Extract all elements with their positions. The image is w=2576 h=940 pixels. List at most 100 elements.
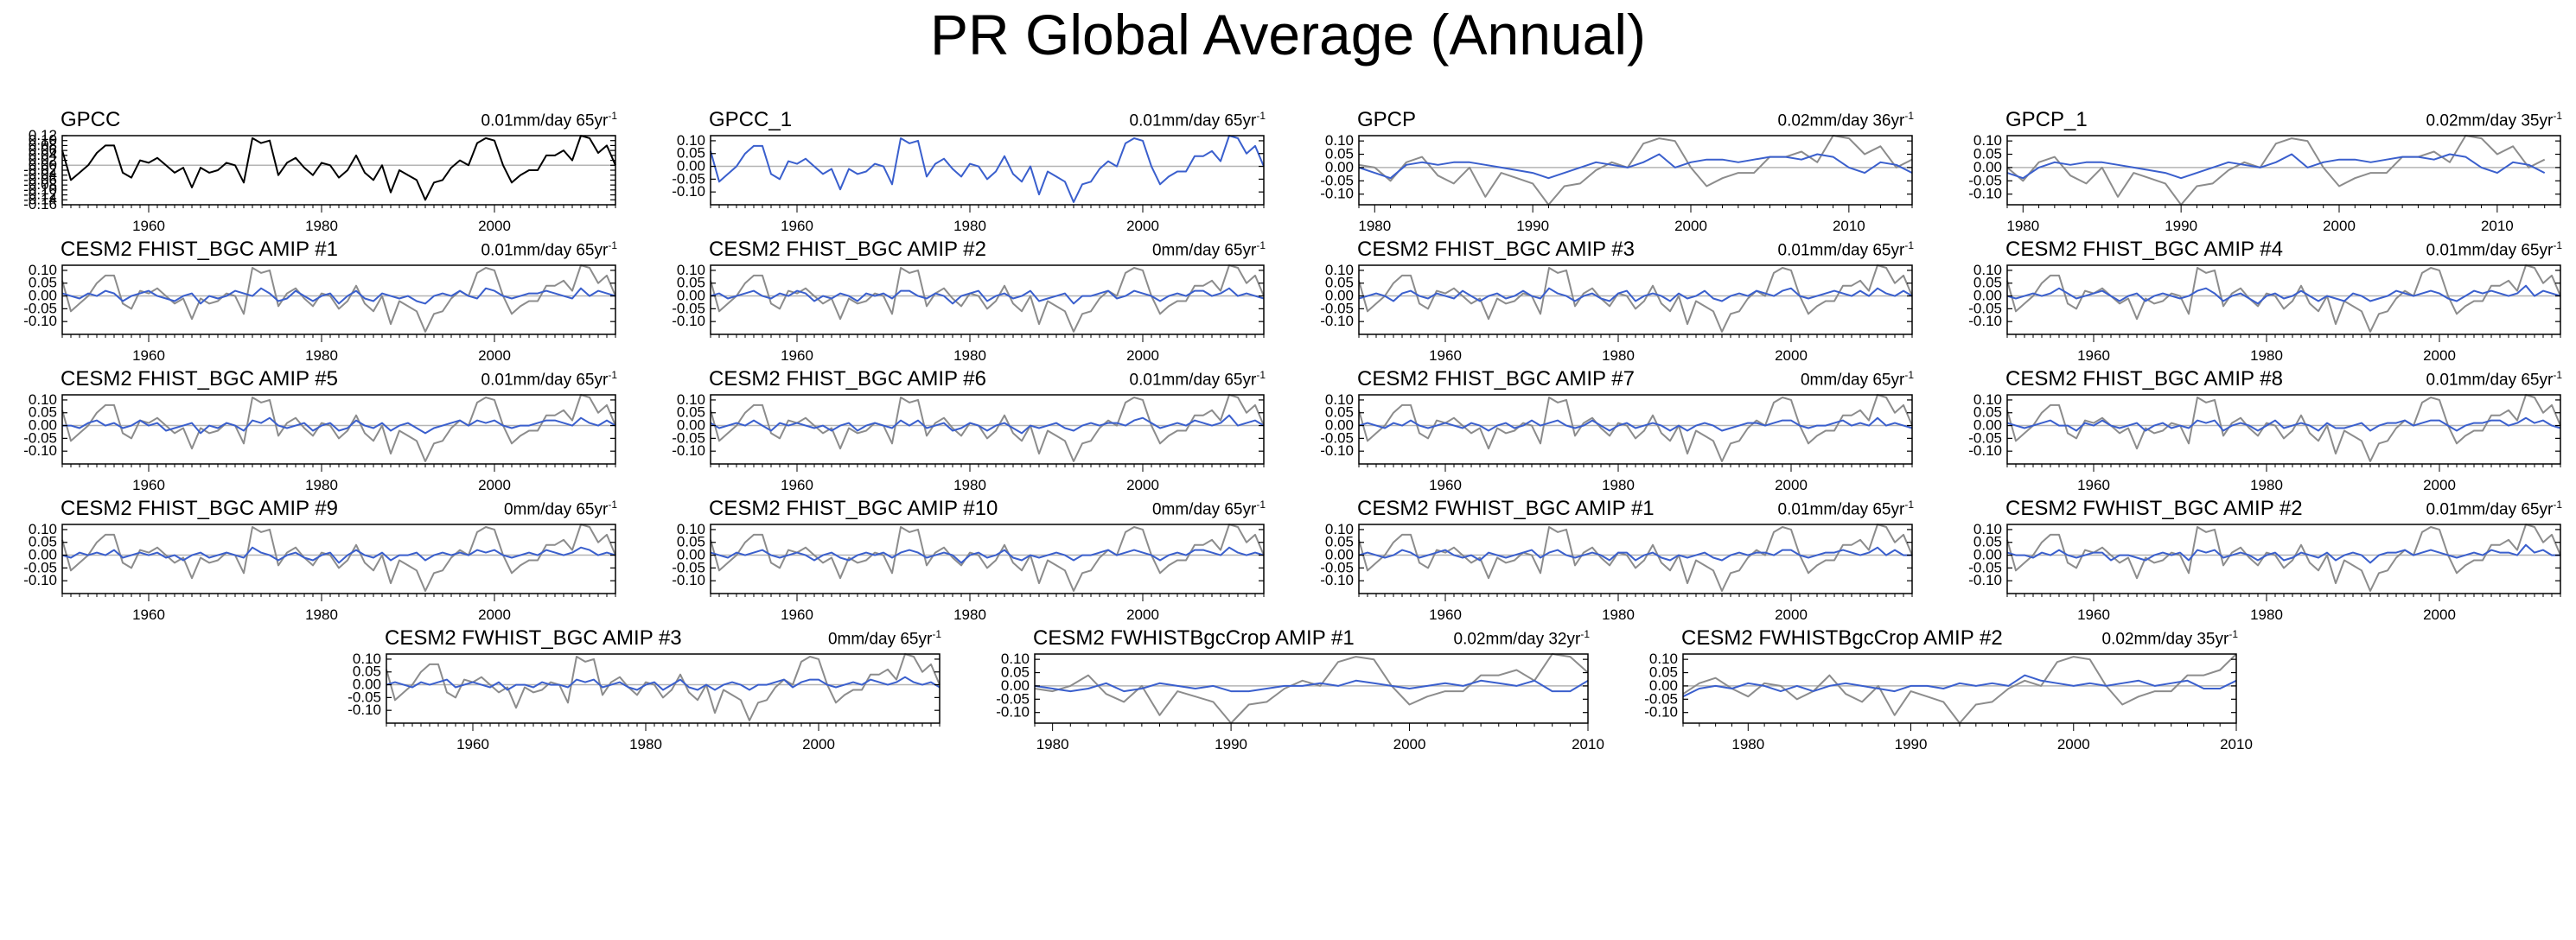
series-line-reference: [2006, 135, 2546, 206]
x-tick-label: 2000: [478, 218, 511, 234]
trend-exponent: -1: [2553, 110, 2562, 122]
series-line-model: [1358, 287, 1913, 302]
y-tick-label: 0.10: [1325, 521, 1354, 537]
y-tick-label: -0.10: [1968, 186, 2002, 202]
y-tick-label: 0.10: [1973, 132, 2002, 149]
chart-svg: 0.100.050.00-0.05-0.10 1960 1980 2000: [23, 262, 616, 364]
plot-frame: [710, 135, 1265, 206]
x-tick-label: 1980: [305, 477, 338, 493]
panel-title: CESM2 FHIST_BGC AMIP #3: [1357, 238, 1635, 261]
x-tick-label: 2000: [1674, 218, 1707, 234]
trend-exponent: -1: [932, 628, 941, 640]
trend-label: 0.02mm/day 35yr-1: [2426, 110, 2562, 130]
x-tick-label: 1990: [2165, 218, 2197, 234]
y-tick-label: -0.05: [1968, 172, 2002, 188]
y-tick-label: -0.05: [1320, 559, 1354, 575]
x-tick-label: 1990: [1215, 736, 1247, 753]
figure-title: PR Global Average (Annual): [930, 3, 1646, 67]
y-tick-label: -0.06: [23, 171, 57, 187]
x-tick-label: 2010: [1572, 736, 1604, 753]
series-line-reference: [386, 653, 940, 721]
trend-label: 0mm/day 65yr-1: [1152, 239, 1266, 260]
y-tick-label: 0.05: [677, 404, 705, 421]
plot-frame: [2006, 394, 2561, 465]
y-tick-label: 0.00: [1325, 417, 1354, 434]
series-line-reference: [2006, 264, 2561, 333]
trend-label: 0.01mm/day 65yr-1: [1778, 499, 1914, 519]
y-tick-label: -0.10: [1320, 186, 1354, 202]
plot-frame: [2006, 135, 2561, 206]
trend-label: 0mm/day 65yr-1: [1152, 499, 1266, 519]
panel-title: GPCP: [1357, 108, 1417, 131]
y-tick-label: -0.10: [1320, 313, 1354, 329]
y-tick-label: -0.10: [1968, 313, 2002, 329]
plot-frame: [710, 394, 1265, 465]
chart-panel: 0.10 0.05 0.00 -0.05 -0.10 1960 1980 2000 CESM2 …: [1945, 367, 2576, 514]
panel-title: GPCC_1: [709, 108, 793, 131]
chart-panel: 0.10 0.05 0.00 -0.05 -0.10 1960 1980 2000 GPCC_1…: [648, 108, 1288, 255]
y-tick-label: 0.05: [353, 664, 381, 680]
y-tick-label: -0.05: [672, 300, 705, 316]
series-line-obs: [61, 135, 616, 201]
trend-exponent: -1: [1580, 628, 1590, 640]
panel-title: GPCC: [61, 108, 121, 131]
y-tick-label: 0.00: [29, 417, 57, 434]
trend-text: 0.01mm/day 65yr: [2426, 371, 2554, 390]
x-tick-label: 1980: [953, 607, 986, 623]
y-tick-label: 0.10: [29, 391, 57, 408]
series-line-model: [710, 414, 1265, 435]
series-line-reference: [1682, 653, 2237, 724]
panel-title: CESM2 FWHISTBgcCrop AMIP #2: [1681, 626, 2003, 650]
series-line-reference: [710, 264, 1265, 333]
trend-text: 0.01mm/day 65yr: [481, 371, 609, 390]
x-tick-label: 1980: [629, 736, 662, 753]
y-tick-label: -0.05: [1968, 559, 2002, 575]
y-tick-label: 0.00: [29, 547, 57, 563]
trend-text: 0.02mm/day 36yr: [1777, 111, 1905, 130]
y-tick-label: -0.05: [672, 429, 705, 446]
plot-frame: [61, 524, 616, 594]
trend-text: 0mm/day 65yr: [1151, 241, 1257, 260]
trend-label: 0mm/day 65yr-1: [828, 628, 941, 649]
chart-panel: 0.10 0.05 0.00 -0.05 -0.10 1980 1990 2000 2010 CE…: [1621, 626, 2260, 773]
x-tick-label: 2000: [478, 477, 511, 493]
y-tick-label: 0.05: [1973, 534, 2002, 550]
x-tick-label: 2000: [1775, 347, 1808, 364]
y-tick-label: -0.16: [23, 196, 57, 213]
chart-panel: 0.10 0.05 0.00 -0.05 -0.10 1960 1980 2000 CESM2 …: [1297, 367, 1936, 514]
y-tick-label: 0.00: [353, 676, 381, 693]
panel-title: CESM2 FWHISTBgcCrop AMIP #1: [1033, 626, 1355, 650]
y-tick-label: 0.05: [677, 145, 705, 162]
series-line-reference: [2006, 394, 2561, 462]
plot-frame: [386, 653, 940, 724]
y-tick-label: 0.10: [1325, 391, 1354, 408]
x-tick-label: 1980: [1602, 477, 1635, 493]
series-line-model: [1034, 679, 1589, 693]
trend-exponent: -1: [608, 369, 617, 381]
x-tick-label: 1960: [1429, 477, 1462, 493]
y-tick-label: 0.00: [677, 417, 705, 434]
y-tick-label: -0.05: [1320, 429, 1354, 446]
x-tick-label: 1980: [2250, 607, 2283, 623]
y-tick-label: -0.05: [348, 689, 381, 705]
x-tick-label: 2000: [2423, 477, 2456, 493]
x-tick-label: 1960: [2077, 477, 2110, 493]
x-tick-label: 1980: [305, 607, 338, 623]
y-tick-label: 0.00: [1973, 547, 2002, 563]
x-tick-label: 1960: [781, 607, 813, 623]
y-tick-label: 0.10: [29, 132, 57, 149]
y-tick-label: 0.00: [1973, 159, 2002, 175]
x-tick-label: 2000: [1126, 477, 1159, 493]
y-tick-label: -0.05: [1968, 429, 2002, 446]
panel-title: CESM2 FHIST_BGC AMIP #2: [709, 238, 986, 261]
series-line-reference: [1358, 524, 1913, 592]
x-tick-label: 1980: [2006, 218, 2039, 234]
y-tick-label: -0.02: [23, 162, 57, 178]
x-tick-label: 2000: [1126, 347, 1159, 364]
plot-frame: [2006, 264, 2561, 335]
y-tick-label: 0.10: [1001, 651, 1030, 667]
series-line-model: [61, 287, 616, 305]
y-tick-label: -0.10: [1968, 572, 2002, 588]
series-line-model: [710, 135, 1265, 203]
trend-text: 0mm/day 65yr: [503, 500, 609, 519]
